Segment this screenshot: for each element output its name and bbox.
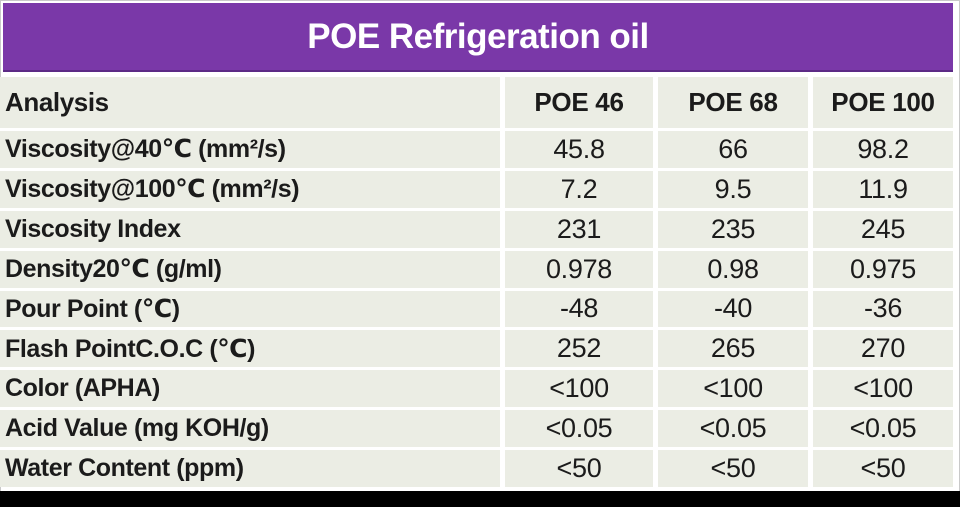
cell-value: 66 [658, 131, 808, 168]
header-cell-analysis: Analysis [0, 77, 500, 128]
row-label: Density20℃ (g/ml) [0, 250, 500, 288]
bottom-bar [0, 491, 960, 507]
cell-value: 245 [813, 210, 953, 248]
cell-value: 270 [813, 330, 953, 368]
cell-value: 231 [505, 210, 653, 248]
cell-value: 98.2 [813, 131, 953, 168]
row-label: Pour Point (℃) [0, 290, 500, 328]
cell-value: <100 [658, 370, 808, 408]
cell-value: 0.975 [813, 250, 953, 288]
row-label: Viscosity@100℃ (mm²/s) [0, 170, 500, 208]
row-label: Acid Value (mg KOH/g) [0, 410, 500, 448]
cell-value: 252 [505, 330, 653, 368]
cell-value: <0.05 [813, 410, 953, 448]
cell-value: <50 [658, 450, 808, 487]
cell-value: -48 [505, 290, 653, 328]
row-label: Water Content (ppm) [0, 450, 500, 487]
cell-value: 45.8 [505, 131, 653, 168]
cell-value: 0.98 [658, 250, 808, 288]
header-cell-poe46: POE 46 [505, 77, 653, 128]
cell-value: 7.2 [505, 170, 653, 208]
row-label: Flash PointC.O.C (℃) [0, 330, 500, 368]
row-label: Viscosity@40℃ (mm²/s) [0, 131, 500, 168]
header-cell-poe100: POE 100 [813, 77, 953, 128]
cell-value: 0.978 [505, 250, 653, 288]
cell-value: <50 [505, 450, 653, 487]
title-bar: POE Refrigeration oil [3, 3, 953, 72]
cell-value: <50 [813, 450, 953, 487]
cell-value: -36 [813, 290, 953, 328]
page-title: POE Refrigeration oil [307, 16, 649, 56]
header-cell-poe68: POE 68 [658, 77, 808, 128]
row-label: Viscosity Index [0, 210, 500, 248]
cell-value: 265 [658, 330, 808, 368]
cell-value: <0.05 [658, 410, 808, 448]
cell-value: -40 [658, 290, 808, 328]
spec-table: Analysis POE 46 POE 68 POE 100 Viscosity… [0, 77, 953, 487]
row-label: Color (APHA) [0, 370, 500, 408]
cell-value: 11.9 [813, 170, 953, 208]
cell-value: <0.05 [505, 410, 653, 448]
cell-value: <100 [813, 370, 953, 408]
cell-value: 9.5 [658, 170, 808, 208]
cell-value: <100 [505, 370, 653, 408]
cell-value: 235 [658, 210, 808, 248]
